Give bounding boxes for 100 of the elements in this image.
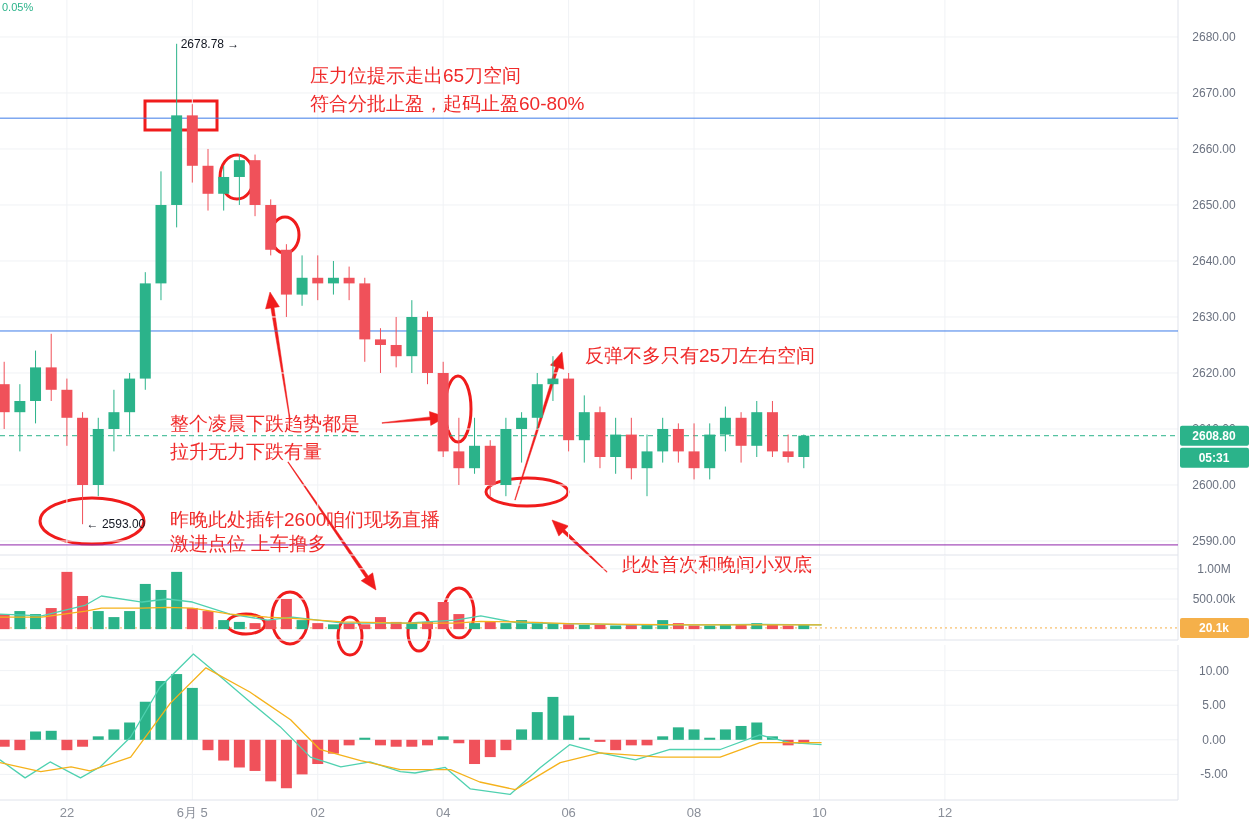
bar: [249, 623, 261, 630]
bar: [469, 623, 481, 630]
bar: [719, 729, 731, 740]
y-tick-label: 0.00: [1202, 732, 1226, 747]
bar: [186, 608, 198, 630]
bar: [672, 727, 684, 740]
bar: [233, 739, 245, 768]
bar: [155, 589, 167, 630]
bar: [704, 737, 716, 740]
bar: [500, 739, 512, 751]
text: 05:31: [1198, 450, 1230, 465]
bar: [92, 611, 104, 630]
annotation: 拉升无力下跌有量: [170, 440, 322, 462]
bar: [218, 620, 230, 630]
bar: [327, 624, 339, 630]
bar: [265, 620, 277, 630]
bar: [422, 739, 433, 746]
x-tick-label: 04: [435, 804, 451, 820]
bar: [61, 739, 73, 751]
bar: [359, 624, 371, 630]
x-tick-label: 10: [812, 804, 827, 820]
bar: [406, 739, 418, 747]
bar: [45, 730, 57, 740]
x-tick-label: 02: [310, 804, 325, 820]
y-tick-label: 2660.00: [1192, 141, 1237, 156]
bar: [171, 571, 183, 630]
y-tick-label: 2680.00: [1192, 29, 1237, 44]
bar: [296, 620, 308, 630]
annotation: 压力位提示走出65刀空间: [310, 64, 522, 86]
y-tick-label: 10.00: [1198, 663, 1230, 678]
y-tick-label: 2670.00: [1192, 85, 1237, 100]
y-tick-label: 500.00k: [1192, 592, 1237, 607]
bar: [484, 621, 496, 630]
x-tick-label: 22: [59, 804, 75, 820]
bar: [657, 736, 669, 740]
bar: [14, 739, 26, 751]
bar: [359, 737, 371, 740]
bar: [312, 623, 324, 630]
bar: [77, 739, 89, 747]
bar: [30, 731, 42, 740]
bar: [92, 736, 104, 740]
bar: [578, 737, 590, 740]
bar: [547, 696, 559, 740]
bar: [594, 624, 606, 630]
bar: [327, 739, 339, 754]
ref-line-label: 2608.80: [1192, 428, 1237, 443]
y-tick-label: 2650.00: [1192, 197, 1237, 212]
annotation: 2678.78 →: [180, 36, 240, 51]
annotation: 整个凌晨下跌趋势都是: [170, 412, 360, 434]
bar: [218, 739, 230, 761]
y-tick-label: 2630.00: [1192, 309, 1237, 324]
x-tick-label: 6月 5: [176, 804, 208, 820]
bar: [594, 739, 606, 742]
bar: [108, 729, 120, 740]
bar: [280, 739, 292, 789]
y-tick-label: 1.00M: [1197, 561, 1231, 576]
bar: [171, 674, 183, 740]
bar: [61, 571, 73, 630]
x-tick-label: 12: [937, 804, 953, 820]
bar: [139, 583, 151, 630]
bar: [610, 739, 622, 751]
y-tick-label: 2600.00: [1192, 477, 1237, 492]
bar: [108, 617, 120, 630]
bar: [531, 712, 543, 740]
annotation: 此处首次和晚间小双底: [622, 553, 812, 575]
x-tick-label: 06: [561, 804, 576, 820]
x-tick-label: 08: [686, 804, 702, 820]
bar: [0, 739, 10, 747]
bar: [265, 739, 277, 782]
bar: [124, 611, 136, 630]
bar: [751, 722, 763, 740]
bar: [186, 687, 198, 740]
bar: [484, 739, 496, 758]
annotation: 反弹不多只有25刀左右空间: [585, 344, 816, 366]
y-tick-label: 2620.00: [1192, 365, 1237, 380]
bar: [563, 715, 575, 740]
bar: [233, 621, 245, 630]
bar: [469, 739, 481, 765]
bar: [280, 599, 292, 630]
bar: [390, 739, 402, 747]
bar: [374, 739, 386, 746]
y-tick-label: -5.00: [1200, 767, 1228, 782]
bar: [343, 739, 355, 746]
bar: [688, 729, 700, 740]
bar: [437, 736, 449, 740]
y-tick-label: 2590.00: [1192, 534, 1237, 548]
bar: [500, 623, 512, 630]
bar: [563, 624, 575, 630]
annotation: 符合分批止盈，起码止盈60-80%: [310, 92, 585, 114]
bar: [296, 739, 308, 775]
ref-line-label: 20.1k: [1198, 620, 1230, 635]
bar: [516, 729, 528, 740]
annotation: 0.05%: [2, 1, 34, 13]
bar: [77, 595, 89, 630]
bar: [735, 725, 747, 740]
bar: [249, 739, 261, 771]
bar: [625, 739, 637, 746]
y-tick-label: 2640.00: [1192, 253, 1237, 268]
bar: [155, 680, 167, 740]
bar: [578, 624, 590, 630]
